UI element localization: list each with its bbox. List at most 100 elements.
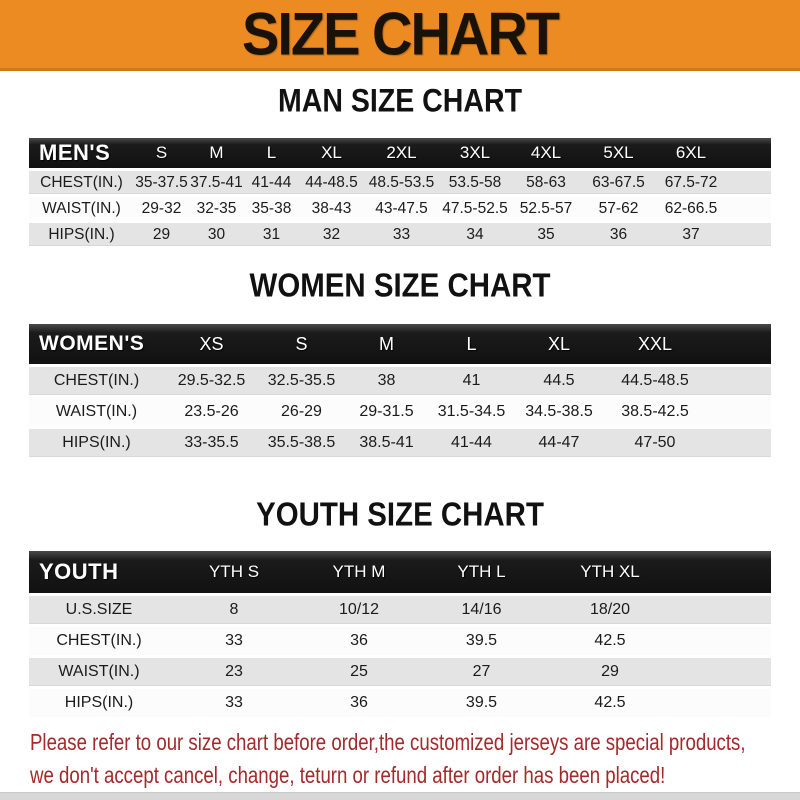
men-chest-row: CHEST(IN.) 35-37.5 37.5-41 41-44 44-48.5…	[29, 171, 771, 195]
bottom-divider	[0, 792, 800, 800]
row-label: HIPS(IN.)	[29, 689, 169, 718]
size-cell: 44.5	[514, 367, 604, 396]
size-cell: 39.5	[419, 689, 544, 718]
men-header-row: MEN'S S M L XL 2XL 3XL 4XL 5XL 6XL	[29, 138, 771, 169]
men-waist-row: WAIST(IN.) 29-32 32-35 35-38 38-43 43-47…	[29, 197, 771, 221]
women-col-header: XS	[164, 324, 259, 365]
row-label: U.S.SIZE	[29, 596, 169, 625]
row-label: WAIST(IN.)	[29, 658, 169, 687]
men-col-header: 3XL	[439, 138, 511, 169]
men-col-header: 6XL	[656, 138, 771, 169]
size-cell: 43-47.5	[364, 197, 439, 221]
row-label: CHEST(IN.)	[29, 367, 164, 396]
size-cell: 62-66.5	[656, 197, 771, 221]
size-cell: 44-47	[514, 429, 604, 458]
women-col-header: S	[259, 324, 344, 365]
size-cell: 32	[299, 223, 364, 247]
order-notice-line2: we don't accept cancel, change, teturn o…	[30, 762, 666, 789]
men-size-table: MEN'S S M L XL 2XL 3XL 4XL 5XL 6XL CHEST…	[29, 135, 771, 249]
size-cell: 29	[134, 223, 189, 247]
youth-section-title: YOUTH SIZE CHART	[256, 495, 544, 533]
row-label: CHEST(IN.)	[29, 171, 134, 195]
youth-size-table: YOUTH YTH S YTH M YTH L YTH XL U.S.SIZE …	[29, 548, 771, 720]
size-cell: 38-43	[299, 197, 364, 221]
size-cell: 32-35	[189, 197, 244, 221]
size-cell: 48.5-53.5	[364, 171, 439, 195]
size-cell: 34.5-38.5	[514, 398, 604, 427]
size-cell: 33-35.5	[164, 429, 259, 458]
youth-col-header: YTH L	[419, 551, 544, 594]
women-col-header: L	[429, 324, 514, 365]
size-cell: 36	[299, 689, 419, 718]
size-cell: 41-44	[244, 171, 299, 195]
women-header-row: WOMEN'S XS S M L XL XXL	[29, 324, 771, 365]
size-cell: 53.5-58	[439, 171, 511, 195]
women-col-header: XL	[514, 324, 604, 365]
size-cell: 29	[544, 658, 771, 687]
size-cell: 38	[344, 367, 429, 396]
size-cell: 8	[169, 596, 299, 625]
size-cell: 27	[419, 658, 544, 687]
youth-col-header: YTH S	[169, 551, 299, 594]
size-cell: 39.5	[419, 627, 544, 656]
order-notice-line1: Please refer to our size chart before or…	[30, 729, 746, 756]
man-section-title: MAN SIZE CHART	[277, 82, 523, 119]
row-label: CHEST(IN.)	[29, 627, 169, 656]
size-cell: 32.5-35.5	[259, 367, 344, 396]
size-cell: 35-37.5	[134, 171, 189, 195]
size-cell: 67.5-72	[656, 171, 771, 195]
row-label: HIPS(IN.)	[29, 223, 134, 247]
women-hips-row: HIPS(IN.) 33-35.5 35.5-38.5 38.5-41 41-4…	[29, 429, 771, 458]
size-cell: 35	[511, 223, 581, 247]
men-col-header: 2XL	[364, 138, 439, 169]
women-col-header: M	[344, 324, 429, 365]
youth-col-header: YTH XL	[544, 551, 771, 594]
size-cell: 44-48.5	[299, 171, 364, 195]
women-chest-row: CHEST(IN.) 29.5-32.5 32.5-35.5 38 41 44.…	[29, 367, 771, 396]
youth-ussize-row: U.S.SIZE 8 10/12 14/16 18/20	[29, 596, 771, 625]
men-col-header: 4XL	[511, 138, 581, 169]
youth-waist-row: WAIST(IN.) 23 25 27 29	[29, 658, 771, 687]
size-cell: 37.5-41	[189, 171, 244, 195]
youth-header-label: YOUTH	[29, 551, 169, 594]
size-cell: 23.5-26	[164, 398, 259, 427]
women-section-title: WOMEN SIZE CHART	[249, 266, 551, 304]
size-cell: 31	[244, 223, 299, 247]
size-cell: 26-29	[259, 398, 344, 427]
size-cell: 44.5-48.5	[604, 367, 771, 396]
size-cell: 29-31.5	[344, 398, 429, 427]
women-size-table: WOMEN'S XS S M L XL XXL CHEST(IN.) 29.5-…	[29, 321, 771, 460]
banner: SIZE CHART	[0, 0, 800, 72]
size-cell: 42.5	[544, 689, 771, 718]
row-label: WAIST(IN.)	[29, 398, 164, 427]
size-cell: 10/12	[299, 596, 419, 625]
size-cell: 58-63	[511, 171, 581, 195]
men-hips-row: HIPS(IN.) 29 30 31 32 33 34 35 36 37	[29, 223, 771, 247]
size-cell: 41	[429, 367, 514, 396]
size-cell: 34	[439, 223, 511, 247]
size-cell: 14/16	[419, 596, 544, 625]
size-cell: 18/20	[544, 596, 771, 625]
order-notice: Please refer to our size chart before or…	[30, 726, 800, 792]
men-header-label: MEN'S	[29, 138, 134, 169]
youth-col-header: YTH M	[299, 551, 419, 594]
row-label: HIPS(IN.)	[29, 429, 164, 458]
size-cell: 57-62	[581, 197, 656, 221]
size-cell: 33	[169, 689, 299, 718]
youth-chest-row: CHEST(IN.) 33 36 39.5 42.5	[29, 627, 771, 656]
size-cell: 31.5-34.5	[429, 398, 514, 427]
size-cell: 33	[364, 223, 439, 247]
row-label: WAIST(IN.)	[29, 197, 134, 221]
youth-header-row: YOUTH YTH S YTH M YTH L YTH XL	[29, 551, 771, 594]
size-cell: 29-32	[134, 197, 189, 221]
men-col-header: L	[244, 138, 299, 169]
women-col-header: XXL	[604, 324, 771, 365]
size-cell: 42.5	[544, 627, 771, 656]
size-cell: 25	[299, 658, 419, 687]
size-cell: 35-38	[244, 197, 299, 221]
size-cell: 38.5-41	[344, 429, 429, 458]
size-cell: 47.5-52.5	[439, 197, 511, 221]
size-cell: 63-67.5	[581, 171, 656, 195]
men-col-header: M	[189, 138, 244, 169]
size-cell: 37	[656, 223, 771, 247]
